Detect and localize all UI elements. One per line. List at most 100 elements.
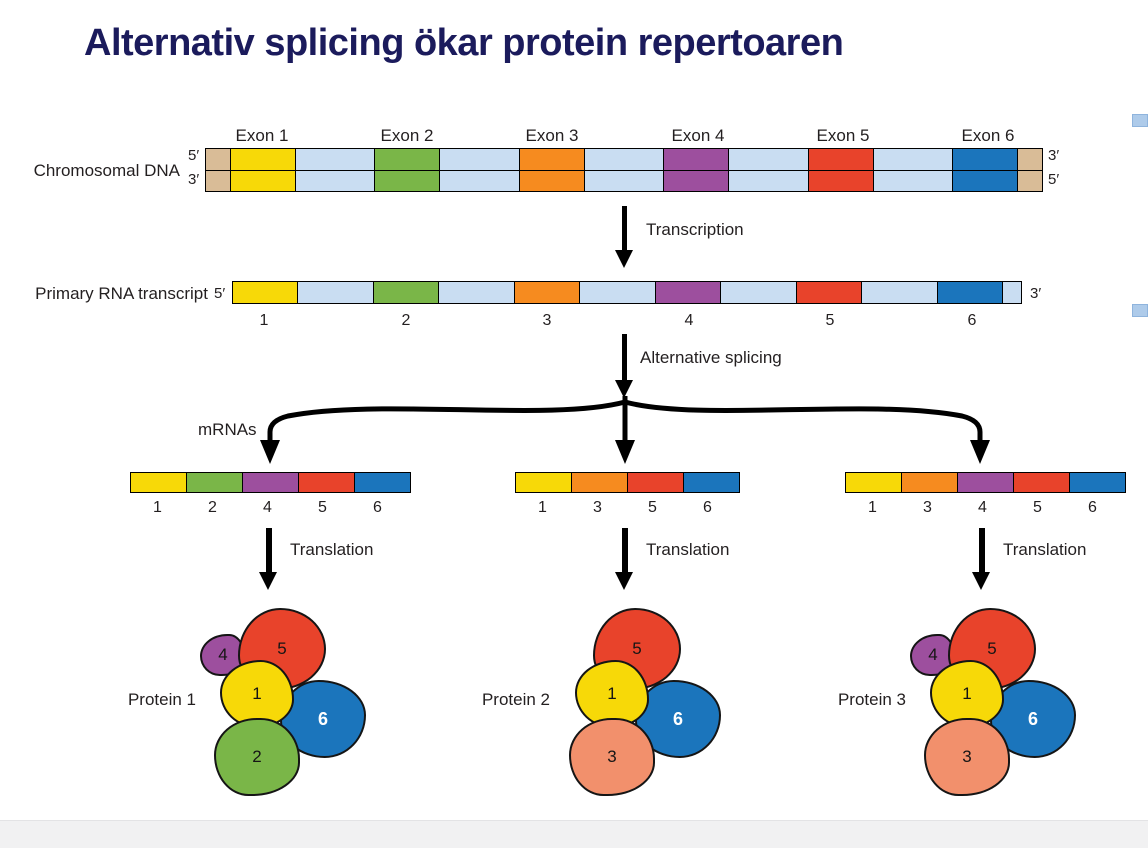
mrna-3-bar: [845, 472, 1126, 493]
mrna-exon-number-1: 1: [538, 499, 547, 516]
primary-rna-label: Primary RNA transcript: [35, 284, 208, 303]
branch-right-arrowhead: [970, 440, 990, 464]
mrna-exon-number-6: 6: [703, 499, 712, 516]
transcription-arrow: [622, 206, 627, 252]
mrna-exon-number-5: 5: [318, 499, 327, 516]
subunit-number: 5: [277, 639, 287, 658]
protein-subunit-3: 3: [569, 718, 655, 796]
protein-subunit-1: 1: [220, 660, 294, 728]
rna-intron: [861, 282, 937, 303]
rna-intron: [1002, 282, 1021, 303]
rna-exon-number-5: 5: [825, 312, 835, 329]
subunit-number: 4: [928, 645, 938, 664]
subunit-number: 2: [252, 747, 262, 766]
mrna-3: 1 3 4 5 6: [845, 472, 1126, 517]
translation-label-3: Translation: [1003, 540, 1087, 559]
protein-subunit-1: 1: [575, 660, 649, 728]
splice-branch-arrows: [260, 396, 990, 464]
rna-intron: [579, 282, 655, 303]
scroll-marker-middle[interactable]: [1132, 304, 1148, 317]
protein-subunit-2: 2: [214, 718, 300, 796]
mrna-exon-segment-4: [957, 473, 1013, 492]
mrna-exon-number-4: 4: [978, 499, 987, 516]
scroll-marker-top[interactable]: [1132, 114, 1148, 127]
rna-intron: [438, 282, 514, 303]
protein-subunit-1: 1: [930, 660, 1004, 728]
rna-left-5prime: 5′: [214, 285, 226, 302]
rna-intron: [297, 282, 373, 303]
rna-exon-number-1: 1: [259, 312, 269, 329]
chromosomal-dna-label: Chromosomal DNA: [33, 161, 180, 180]
translation-arrow-2: [622, 528, 628, 574]
translation-arrow-1: [266, 528, 272, 574]
mrna-exon-number-4: 4: [263, 499, 272, 516]
rna-exon-6: [937, 282, 1002, 303]
translation-label-1: Translation: [290, 540, 374, 559]
mrna-exon-number-3: 3: [923, 499, 932, 516]
translation-arrow-3: [979, 528, 985, 574]
bottom-strip: [0, 820, 1148, 848]
protein-3-structure: 4 5 6 1 3: [890, 600, 1102, 806]
mrna-exon-number-1: 1: [153, 499, 162, 516]
rna-exon-number-4: 4: [684, 312, 694, 329]
mrna-2: 1 3 5 6: [515, 472, 740, 517]
exon-label-2: Exon 2: [380, 126, 434, 145]
subunit-number: 1: [252, 684, 262, 703]
slide-title: Alternativ splicing ökar protein reperto…: [84, 22, 844, 64]
mrna-exon-segment-1: [846, 473, 901, 492]
subunit-number: 5: [987, 639, 997, 658]
subunit-number: 4: [218, 645, 228, 664]
translation-arrowhead-1: [259, 572, 277, 590]
mrnas-label: mRNAs: [198, 420, 257, 439]
rna-exon-4: [655, 282, 720, 303]
dna-strand-divider: [206, 170, 1042, 171]
mrna-2-numbers: 1 3 5 6: [515, 499, 740, 517]
dna-left-5prime: 5′: [188, 147, 200, 164]
dna-left-3prime: 3′: [188, 171, 200, 188]
branch-left-arrowhead: [260, 440, 280, 464]
translation-arrowhead-3: [972, 572, 990, 590]
chromosomal-dna-bar: [205, 148, 1043, 192]
mrna-exon-segment-5: [627, 473, 683, 492]
branch-right-line: [622, 399, 983, 445]
mrna-exon-segment-5: [298, 473, 354, 492]
translation-arrowhead-2: [615, 572, 633, 590]
mrna-exon-number-6: 6: [1088, 499, 1097, 516]
mrna-exon-number-1: 1: [868, 499, 877, 516]
mrna-exon-number-5: 5: [1033, 499, 1042, 516]
mrna-exon-segment-6: [1069, 473, 1125, 492]
primary-rna-bar: [232, 281, 1022, 304]
exon-label-5: Exon 5: [816, 126, 870, 145]
rna-exon-number-6: 6: [967, 312, 977, 329]
mrna-1: 1 2 4 5 6: [130, 472, 411, 517]
protein-2-structure: 5 6 1 3: [535, 600, 747, 806]
subunit-number: 1: [607, 684, 617, 703]
subunit-number: 3: [962, 747, 972, 766]
rna-intron: [720, 282, 796, 303]
transcription-arrowhead: [615, 250, 633, 268]
mrna-exon-number-3: 3: [593, 499, 602, 516]
branch-center-arrowhead: [615, 440, 635, 464]
mrna-3-numbers: 1 3 4 5 6: [845, 499, 1126, 517]
protein-1-label: Protein 1: [127, 690, 196, 709]
dna-right-5prime: 5′: [1048, 171, 1060, 188]
rna-exon-5: [796, 282, 861, 303]
alt-splicing-label: Alternative splicing: [640, 348, 782, 367]
subunit-number: 5: [632, 639, 642, 658]
mrna-1-numbers: 1 2 4 5 6: [130, 499, 411, 517]
alt-splicing-arrowhead: [615, 380, 633, 398]
transcription-label: Transcription: [646, 220, 744, 239]
protein-3-label: Protein 3: [837, 690, 906, 709]
mrna-exon-segment-3: [571, 473, 627, 492]
rna-exon-2: [373, 282, 438, 303]
mrna-exon-segment-2: [186, 473, 242, 492]
rna-exon-number-3: 3: [542, 312, 552, 329]
mrna-exon-segment-6: [354, 473, 410, 492]
protein-subunit-3: 3: [924, 718, 1010, 796]
mrna-2-bar: [515, 472, 740, 493]
subunit-number: 6: [672, 708, 683, 729]
branch-left-line: [267, 399, 628, 445]
rna-exon-1: [233, 282, 297, 303]
mrna-exon-segment-1: [516, 473, 571, 492]
mrna-exon-segment-5: [1013, 473, 1069, 492]
